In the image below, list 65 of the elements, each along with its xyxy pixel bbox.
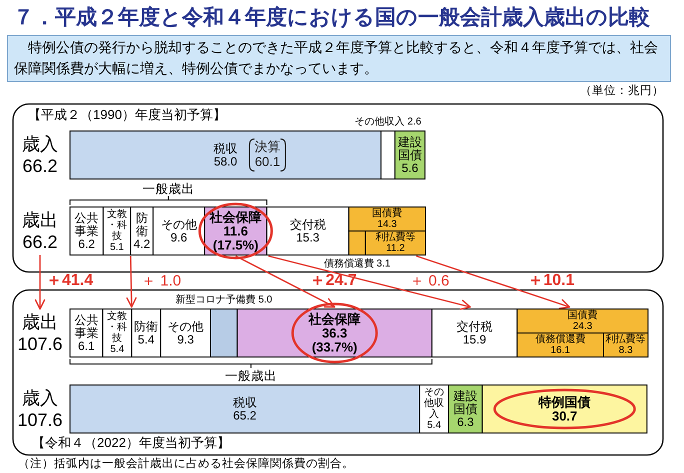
data-label: 6.3 (457, 415, 474, 429)
text: 交付税 (456, 320, 493, 334)
data-label: 16.1 (550, 345, 570, 356)
data-label: 36.3 (33.7%) (312, 326, 358, 354)
text: 防衛 (136, 211, 148, 238)
data-label: 8.3 (618, 345, 634, 356)
series-label: 債務償還費 (535, 333, 586, 345)
series-label: 特例国債 (538, 394, 591, 410)
text: 公共事業 (74, 313, 98, 340)
text: 新型コロナ予備費 5.0 (176, 294, 272, 306)
y-tick-label: 歳出 66.2 (22, 210, 58, 252)
annotation: 【平成２（1990）年度当初予算】 (28, 107, 226, 123)
data-label: 5.4 (138, 332, 155, 346)
y-tick-label: 歳入 107.6 (17, 388, 63, 430)
text: 債務償還費 3.1 (324, 258, 390, 270)
data-label: 4.2 (134, 237, 151, 251)
text: （単位：兆円） (580, 85, 664, 98)
data-label: 6.2 (78, 237, 96, 251)
y-tick-label: 歳入 66.2 (22, 134, 58, 176)
data-label: 65.2 (233, 408, 257, 422)
annotation: 国債費 14.3 (372, 208, 402, 230)
data-label: 15.3 (296, 230, 320, 244)
data-label: 15.9 (462, 332, 487, 346)
annotation: 国債費 24.3 (568, 310, 598, 332)
text: 社会保障 (308, 312, 361, 326)
text: （注）括弧内は一般会計歳出に占める社会保障関係費の割合。 (18, 458, 354, 472)
annotation: 一般歳出 (142, 182, 194, 196)
annotation: ＋ 0.6 (409, 272, 450, 290)
data-label: 58.0 (214, 154, 238, 168)
annotation: 一般歳出 (224, 368, 277, 384)
series-label: 建設国債 (396, 135, 422, 162)
series-label: 防衛 (134, 320, 158, 334)
series-label: 公共事業 (74, 211, 99, 238)
data-label: 9.6 (170, 230, 188, 244)
chart-subtitle: 特例公債の発行から脱却することのできた平成２年度予算と比較すると、令和４年度予算では、社会保障関係費が大幅に増え、特例公債でまかなっています。 (14, 38, 659, 78)
series-label: 社会保障 (208, 210, 262, 224)
series-label: 税収 (213, 142, 238, 156)
series-label: その他 (168, 320, 204, 334)
data-label: 5.1 (110, 242, 124, 253)
annotation: 【令和４（2022）年度当初予算】 (32, 435, 230, 451)
data-label: 5.6 (402, 161, 419, 175)
annotation: ＋10.1 (527, 272, 574, 290)
text: その他 (160, 218, 197, 232)
text: 文教・科技 (107, 311, 128, 344)
data-label: 30.7 (552, 408, 578, 424)
text: その他収入 2.6 (354, 116, 422, 128)
data-label: 11.2 (386, 243, 406, 254)
series-label: 文教・科技 (106, 208, 127, 242)
data-label: 5.4 (427, 420, 442, 431)
chart-title: ７．平成２年度と令和４年度における国の一般会計歳入歳出の比較 (13, 6, 650, 30)
text: 税収 (232, 396, 257, 410)
series-label: 利払費等 (375, 231, 416, 243)
annotation: ＋24.7 (310, 272, 357, 290)
data-label: 5.4 (110, 344, 125, 355)
series-label: その他収入 (424, 387, 444, 420)
text: 建設国債 (453, 389, 478, 416)
y-tick-label: 歳出 107.6 (17, 312, 63, 354)
data-label: 11.6 (17.5%) (212, 224, 258, 252)
annotation: ＋41.4 (46, 272, 94, 290)
text: 利払費等 (606, 334, 646, 345)
data-label: 6.1 (78, 339, 96, 353)
annotation: ＋ 1.0 (141, 272, 182, 290)
series-label: 交付税 (290, 218, 326, 232)
annotation: 決算 60.1 (254, 139, 280, 170)
data-label: 9.3 (177, 332, 194, 346)
